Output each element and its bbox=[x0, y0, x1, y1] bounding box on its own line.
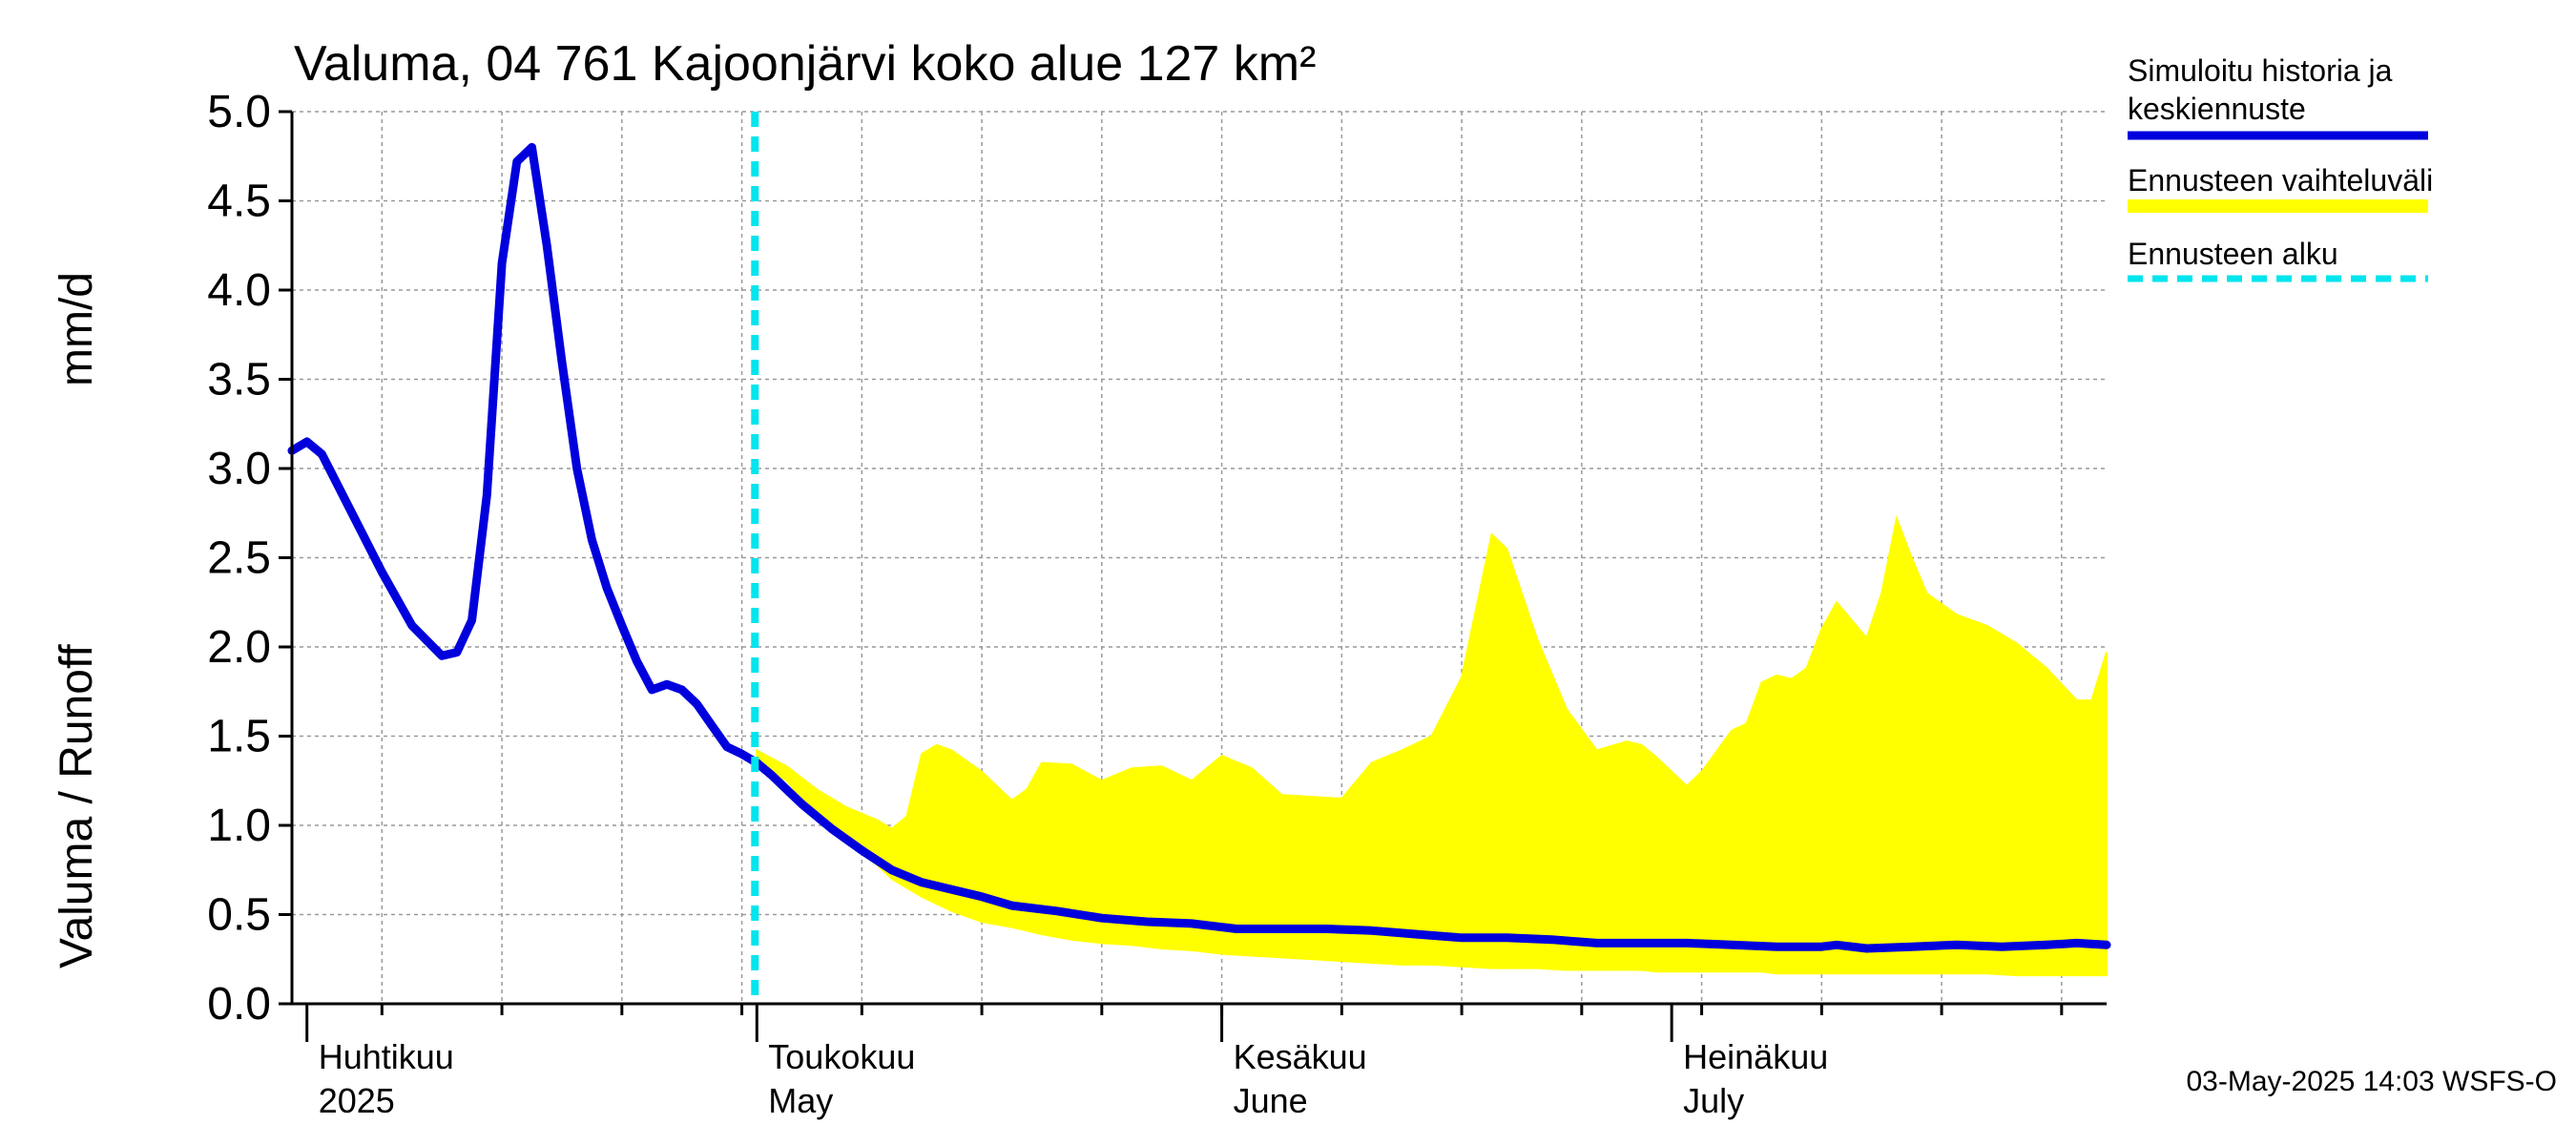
series-line-simulated bbox=[287, 142, 2111, 953]
x-month-label: Heinäkuu bbox=[1683, 1037, 1828, 1076]
x-month-label: Kesäkuu bbox=[1234, 1037, 1367, 1076]
y-tick-label: 4.5 bbox=[207, 177, 271, 227]
y-tick-labels: 0.0 0.5 1.0 1.5 2.0 2.5 3.0 3.5 4.0 4.5 5.0 bbox=[207, 87, 271, 1030]
y-tick-label: 1.5 bbox=[207, 712, 271, 762]
y-tick-label: 5.0 bbox=[207, 87, 271, 137]
y-axis-unit: mm/d bbox=[52, 272, 102, 386]
x-month-label: Huhtikuu bbox=[319, 1037, 454, 1076]
x-month-sublabel: July bbox=[1683, 1081, 1744, 1120]
x-tick-labels: Huhtikuu 2025 Toukokuu May Kesäkuu June Heinäk… bbox=[319, 1037, 1829, 1120]
footer-timestamp: 03-May-2025 14:03 WSFS-O bbox=[2187, 1066, 2558, 1097]
y-tick-label: 3.5 bbox=[207, 355, 271, 406]
y-tick-label: 2.5 bbox=[207, 533, 271, 584]
y-tick-label: 0.5 bbox=[207, 890, 271, 941]
axes bbox=[279, 110, 2107, 1042]
legend-label-history-line2: keskiennuste bbox=[2128, 92, 2306, 126]
x-month-sublabel: 2025 bbox=[319, 1081, 395, 1120]
y-tick-label: 3.0 bbox=[207, 444, 271, 494]
forecast-range-band-layer bbox=[756, 514, 2108, 977]
y-tick-label: 4.0 bbox=[207, 265, 271, 316]
legend: Simuloitu historia ja keskiennuste Ennus… bbox=[2128, 53, 2433, 282]
legend-label-range: Ennusteen vaihteluväli bbox=[2128, 163, 2433, 198]
y-tick-label: 2.0 bbox=[207, 622, 271, 673]
legend-label-forecast-start: Ennusteen alku bbox=[2128, 237, 2338, 271]
series-layer bbox=[287, 142, 2111, 953]
y-tick-label: 0.0 bbox=[207, 979, 271, 1030]
x-month-sublabel: May bbox=[768, 1081, 833, 1120]
y-tick-label: 1.0 bbox=[207, 801, 271, 851]
x-month-sublabel: June bbox=[1234, 1081, 1308, 1120]
legend-label-history-line1: Simuloitu historia ja bbox=[2128, 53, 2393, 88]
x-month-label: Toukokuu bbox=[768, 1037, 915, 1076]
forecast-range-band bbox=[756, 514, 2108, 977]
y-axis-label: Valuma / Runoff bbox=[52, 644, 102, 968]
chart-title: Valuma, 04 761 Kajoonjärvi koko alue 127… bbox=[294, 36, 1316, 92]
